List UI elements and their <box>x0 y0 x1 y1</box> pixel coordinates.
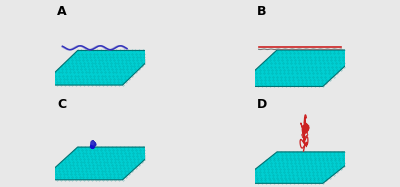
Polygon shape <box>42 50 158 85</box>
Text: D: D <box>257 98 267 111</box>
Text: B: B <box>257 4 266 18</box>
Text: A: A <box>57 4 66 18</box>
Polygon shape <box>238 50 362 86</box>
Text: C: C <box>57 98 66 111</box>
Polygon shape <box>42 147 158 180</box>
Polygon shape <box>238 152 362 183</box>
